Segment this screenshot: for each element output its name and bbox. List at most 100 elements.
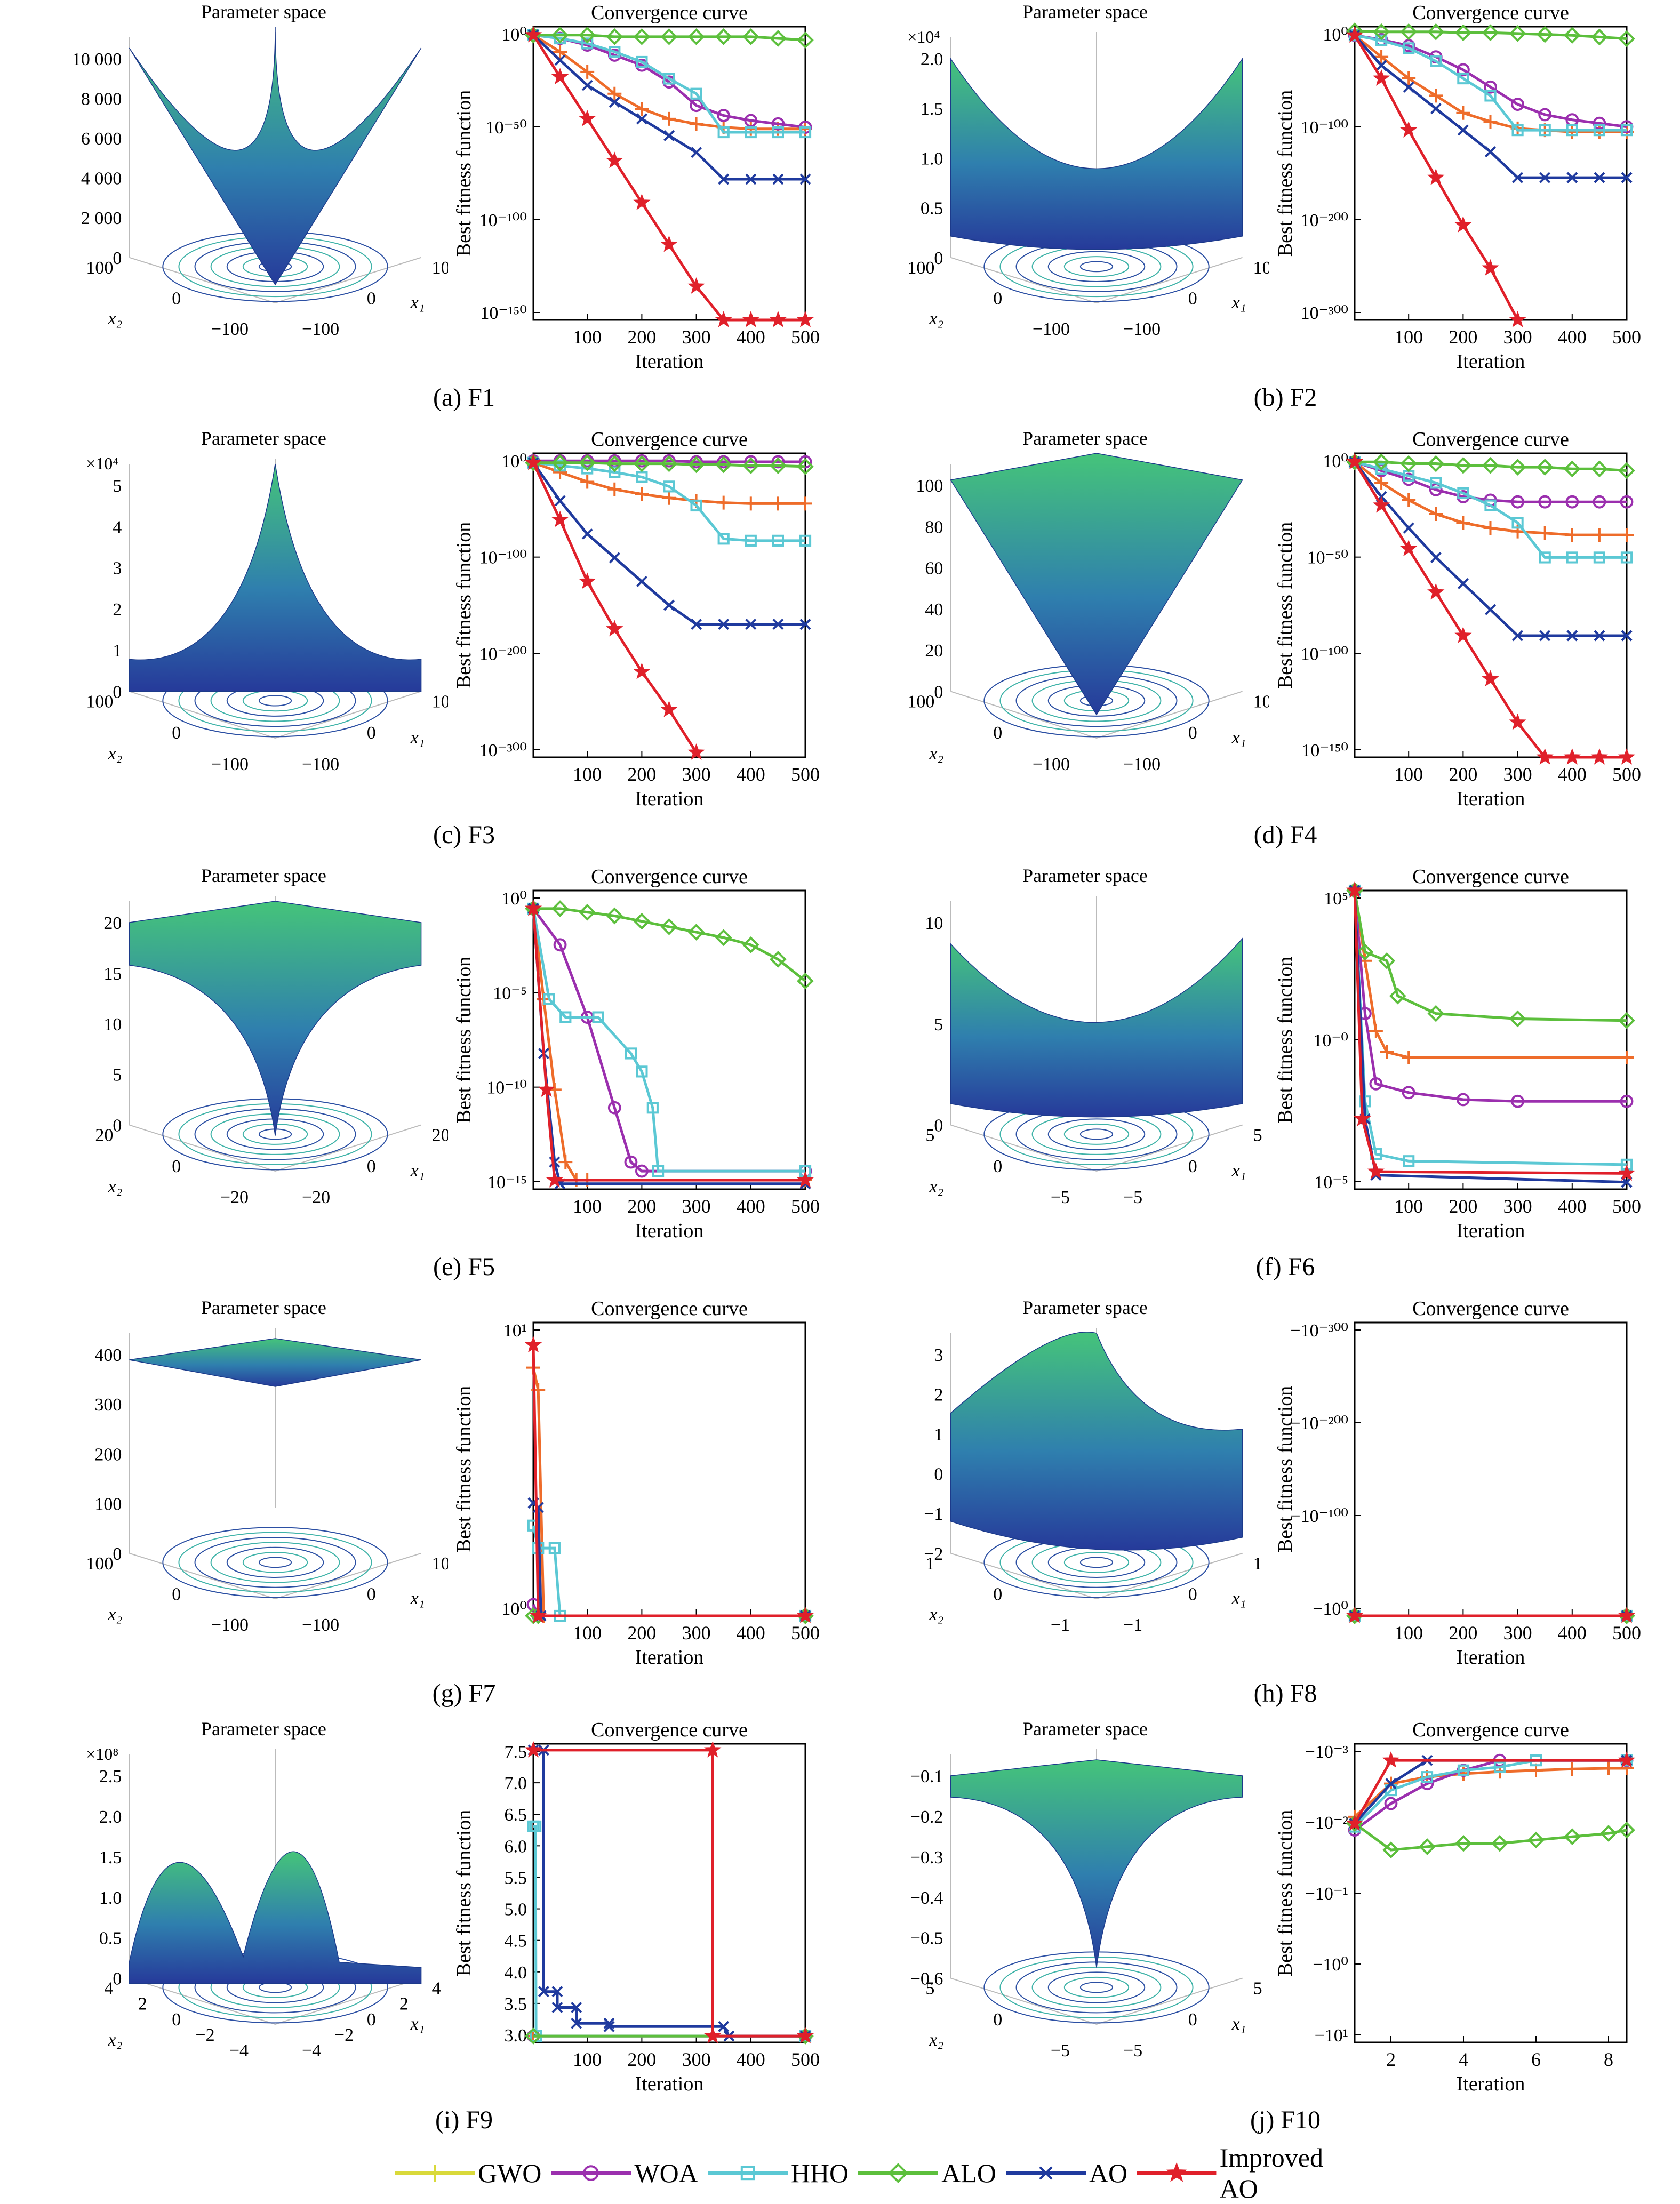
x2-tick-label: −4: [229, 2041, 249, 2061]
series-line: [1354, 29, 1627, 41]
convergence-chart-f9: Convergence curve 100 200 300 400 500 7.5 7.0 6.…: [453, 1719, 820, 2095]
data-point: [1427, 583, 1445, 600]
data-point: [1591, 460, 1608, 478]
z-tick-label: 300: [94, 1395, 122, 1415]
convergence-chart-f1: Convergence curve 100 200 300 400 500 10⁰ 10⁻⁵⁰…: [453, 2, 820, 373]
data-point: [1511, 495, 1524, 509]
x1-tick-label: −100: [302, 755, 339, 774]
data-point: [1399, 121, 1418, 138]
data-point: [1620, 551, 1633, 564]
data-point: [1509, 713, 1526, 730]
x-tick-label: 300: [682, 1622, 711, 1644]
x1-tick-label: 4: [432, 1979, 441, 1999]
data-point: [1566, 551, 1578, 564]
data-point: [1456, 106, 1470, 120]
y-tick-label: 10⁻¹⁰⁰: [479, 211, 527, 230]
data-point: [1566, 124, 1578, 137]
x-tick-label: 500: [791, 1196, 820, 1217]
x2-axis-label: x₂: [107, 1177, 122, 1197]
x-tick-label: 300: [1503, 1622, 1532, 1644]
x2-axis-label: x₂: [107, 744, 122, 764]
data-point: [1482, 259, 1499, 276]
data-point: [1389, 987, 1406, 1005]
data-point: [606, 907, 623, 925]
data-point: [1375, 34, 1388, 46]
z-tick-label: 2: [934, 1385, 943, 1405]
z-tick-label: 1.5: [921, 99, 943, 119]
data-point: [690, 99, 703, 113]
data-point: [687, 277, 705, 294]
x1-axis-label: x₁: [410, 1589, 425, 1608]
data-point: [745, 619, 757, 630]
x-tick-label: 200: [627, 326, 656, 348]
data-point: [606, 455, 623, 472]
data-point: [716, 495, 731, 510]
data-point: [1482, 456, 1499, 474]
series-line: [533, 461, 806, 468]
y-axis-label: Best fitness function: [453, 522, 475, 688]
data-point: [551, 1986, 563, 1998]
data-point: [579, 454, 596, 471]
x-tick-label: 200: [627, 764, 656, 785]
x-axis-label: Iteration: [635, 350, 704, 373]
data-point: [1378, 952, 1396, 969]
y-tick-label: 10⁻⁵: [493, 983, 527, 1003]
x2-tick-label: −100: [211, 755, 249, 774]
data-point: [1618, 30, 1635, 47]
x-tick-label: 100: [1394, 764, 1423, 785]
series-alo: [525, 900, 814, 990]
series-improved-ao: [1346, 453, 1636, 765]
data-point: [718, 619, 730, 630]
panel-caption: (h) F8: [1253, 1679, 1317, 1708]
x1-tick-label: 0: [1188, 2010, 1197, 2030]
data-point: [1430, 55, 1442, 67]
data-point: [1399, 540, 1418, 556]
x1-axis-label: x₁: [1231, 2014, 1246, 2034]
data-point: [717, 533, 730, 545]
z-tick-label: 2.0: [99, 1807, 122, 1827]
data-point: [797, 972, 814, 990]
legend-label: ALO: [941, 2158, 996, 2188]
panel-f1: Parameter space 10 000 8 000 6 000 4 000 2 00…: [64, 0, 820, 421]
data-point: [771, 117, 785, 131]
data-point: [633, 912, 651, 930]
data-point: [1592, 528, 1606, 542]
chart-title: Convergence curve: [591, 428, 748, 451]
series-alo: [1346, 22, 1635, 47]
data-point: [1375, 60, 1387, 71]
data-point: [704, 1741, 722, 1758]
x1-tick-label: 0: [367, 1157, 376, 1176]
z-axis: 10 5 0: [925, 913, 943, 1136]
z-tick-label: 2: [113, 600, 122, 620]
data-point: [799, 173, 811, 185]
x-tick-label: 500: [1612, 764, 1641, 785]
z-tick-label: 10: [103, 1015, 122, 1035]
y-tick-label: 10⁻⁰: [1313, 1031, 1348, 1051]
series-hho: [1348, 456, 1633, 564]
x-tick-label: 100: [573, 326, 602, 348]
data-point: [1483, 521, 1498, 535]
x1-tick-label: 0: [367, 2010, 376, 2030]
data-point: [603, 2021, 615, 2032]
y-tick-label: 10⁰: [501, 889, 527, 909]
data-point: [551, 26, 569, 44]
panel-f4: Parameter space100806040200F4 (x1,x2)100…: [885, 427, 1641, 859]
y-tick-label: 10⁻¹⁰⁰: [1301, 118, 1348, 138]
surface-plot-f1: Parameter space 10 000 8 000 6 000 4 000 2 00…: [72, 1, 448, 339]
x-tick-label: 300: [682, 1196, 711, 1217]
data-point: [1403, 522, 1414, 534]
surface-plot: [950, 453, 1243, 716]
surface-title: Parameter space: [201, 1, 326, 22]
series-line: [1354, 34, 1627, 132]
data-point: [1509, 459, 1526, 476]
z-tick-label: 2.5: [99, 1767, 122, 1786]
floor-contours: [162, 1527, 388, 1598]
x1-tick-label: 1: [1253, 1554, 1262, 1574]
plot-area: [532, 26, 806, 321]
data-point: [1369, 1024, 1383, 1038]
data-point: [1620, 495, 1634, 509]
y-tick-label: 6.0: [505, 1837, 527, 1856]
data-point: [1591, 28, 1608, 46]
x1-tick-label: 0: [1188, 1584, 1197, 1604]
data-point: [1509, 310, 1526, 327]
